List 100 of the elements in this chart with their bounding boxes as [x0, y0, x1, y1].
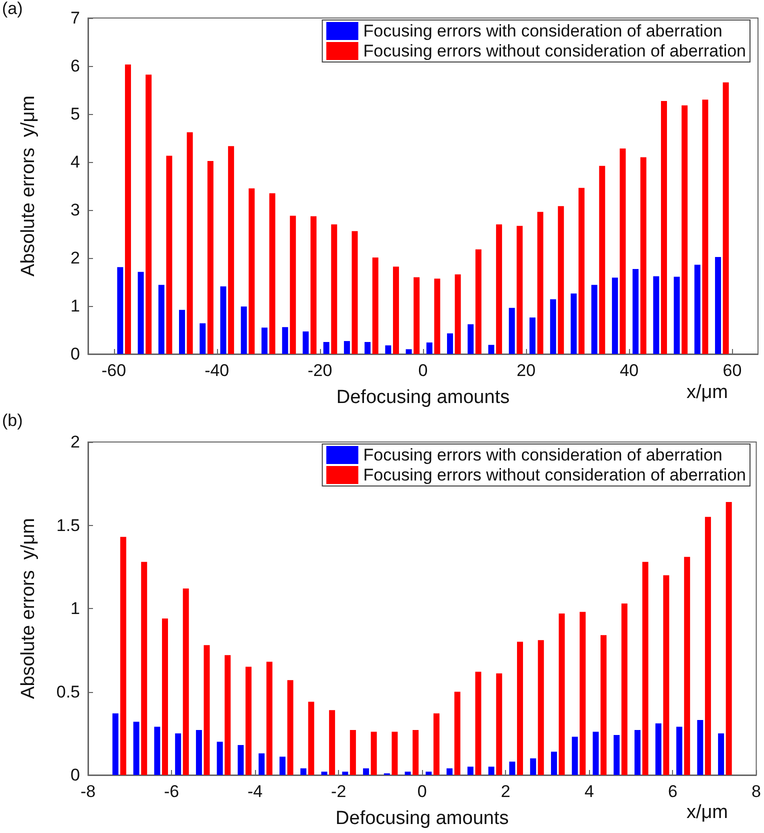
x-tick-label: 0 — [417, 782, 427, 801]
bar — [179, 310, 186, 354]
bar — [162, 618, 168, 775]
bar — [406, 349, 412, 354]
bar — [591, 284, 598, 354]
bar — [412, 730, 419, 775]
y-tick-label: 2 — [70, 248, 80, 268]
bar — [323, 342, 330, 354]
y-tick-label: 4 — [70, 152, 80, 172]
chart-title: (b) — [2, 411, 23, 430]
bar — [344, 341, 350, 354]
x-tick-label: -20 — [308, 361, 332, 380]
x-tick-label: 40 — [620, 361, 639, 380]
bar — [329, 710, 336, 775]
bar — [310, 216, 317, 354]
bar — [704, 516, 711, 775]
bar — [702, 100, 708, 354]
y-tick-label: 5 — [70, 104, 80, 124]
bar — [166, 156, 172, 354]
y-tick-label: 2 — [70, 432, 80, 452]
y-tick-label: 3 — [70, 200, 80, 220]
bar — [660, 101, 667, 354]
bar — [138, 272, 144, 354]
bar — [331, 224, 338, 354]
bar — [570, 294, 577, 354]
bar — [508, 308, 515, 354]
bar — [620, 148, 626, 354]
y-tick-label: 0 — [70, 766, 80, 784]
bar — [246, 666, 252, 775]
bar — [133, 722, 140, 775]
bar — [550, 299, 556, 354]
bar — [434, 278, 440, 354]
bar — [287, 680, 294, 775]
bar — [537, 212, 544, 354]
y-tick-label: 0 — [70, 344, 80, 364]
bar — [663, 575, 670, 775]
bar — [207, 161, 214, 354]
bar — [488, 344, 494, 354]
x-tick-label: -40 — [204, 361, 230, 380]
bar — [715, 257, 722, 354]
bar — [220, 286, 226, 354]
bar — [392, 266, 399, 354]
bar — [238, 745, 244, 775]
bar — [154, 726, 160, 775]
bar — [468, 324, 474, 354]
bar — [290, 216, 296, 354]
bar — [558, 206, 564, 354]
bar — [496, 673, 502, 775]
bar — [204, 645, 210, 775]
x-tick-label: 6 — [668, 782, 678, 801]
bar — [475, 249, 482, 354]
bar — [141, 562, 148, 775]
bar — [321, 772, 328, 775]
bar — [385, 345, 392, 354]
bar — [634, 730, 641, 775]
x-tick-label: 2 — [500, 782, 510, 801]
bar — [517, 642, 524, 775]
bar — [640, 157, 646, 354]
bar — [600, 635, 607, 775]
bar — [350, 730, 356, 775]
bar — [426, 772, 432, 775]
bar — [363, 768, 370, 775]
legend-label: Focusing errors with consideration of aberration — [363, 446, 722, 464]
bar — [718, 733, 724, 775]
bar — [509, 762, 516, 775]
bar — [642, 562, 648, 775]
y-tick-label: 1 — [70, 296, 80, 316]
y-tick-label: 1 — [70, 599, 80, 618]
x-tick-label: -4 — [248, 782, 263, 801]
x-tick-label: 8 — [752, 782, 762, 801]
bar — [447, 333, 454, 354]
bar — [117, 267, 124, 354]
bar — [300, 768, 306, 775]
bar — [224, 655, 231, 775]
bar — [158, 284, 164, 354]
bar — [516, 226, 523, 354]
bar — [632, 269, 639, 354]
bar — [599, 166, 606, 354]
x-tick-label: 4 — [584, 782, 594, 801]
bar — [467, 766, 474, 775]
y-tick-label: 7 — [70, 8, 80, 28]
text: x/μm — [686, 382, 728, 403]
bar — [370, 732, 377, 775]
bar — [653, 276, 660, 354]
bar — [146, 74, 152, 354]
bar — [182, 588, 189, 775]
bar — [684, 556, 690, 775]
bar — [697, 720, 704, 775]
y-axis-title: Absolute errors y/μm — [18, 96, 39, 276]
bar — [200, 323, 206, 354]
bar — [558, 613, 565, 775]
bar — [614, 735, 620, 775]
x-axis-title: Defocusing amounts — [336, 387, 510, 408]
chart-title: (a) — [2, 0, 23, 18]
bar — [372, 258, 378, 354]
bar — [722, 82, 729, 354]
y-tick-label: 6 — [70, 56, 80, 76]
x-tick-label: 60 — [722, 361, 742, 380]
bar — [261, 328, 268, 354]
bar — [392, 732, 398, 775]
